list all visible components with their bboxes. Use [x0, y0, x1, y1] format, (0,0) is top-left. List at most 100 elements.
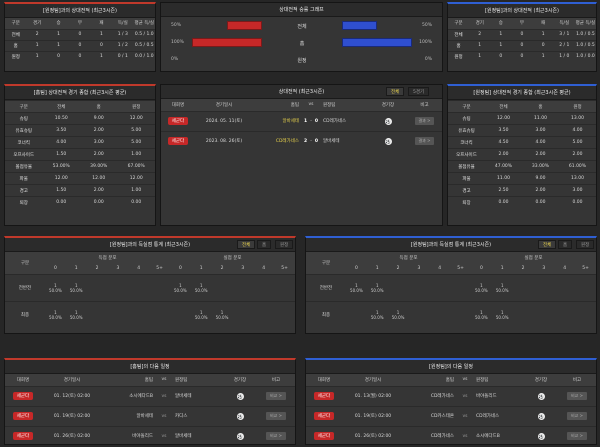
- table-cell: 0.00: [117, 196, 155, 209]
- schedule-title-right: [원정팀]의 다음 일정: [306, 360, 596, 374]
- schedule-panel-right: [원정팀]의 다음 일정 대회명 경기일시 홈팀 vs 원정팀 경기장 비고 세…: [305, 358, 597, 445]
- bucket-header: 2: [512, 263, 534, 274]
- scored-cell: [149, 300, 170, 328]
- h2h-panel: 상대전적 (최근3시즌) 전체 5경기 대회명 경기일시 홈팀 vs 원정팀 경…: [160, 84, 443, 226]
- table-row: 유효슈팅 3.50 3.00 4.00: [448, 124, 596, 137]
- away-team[interactable]: 바야돌리드: [476, 385, 526, 406]
- col-header: 경기장: [225, 374, 255, 386]
- home-team[interactable]: CD레가네스: [404, 385, 454, 406]
- home-team[interactable]: 알바세테: [103, 405, 153, 426]
- count-value: 1: [500, 309, 504, 315]
- table-cell: 0.00: [559, 196, 596, 209]
- soccer-ball-icon: ⚽: [537, 392, 545, 400]
- away-team[interactable]: 알바세테: [175, 385, 225, 406]
- table-row: 코너킥 4.00 3.00 5.00: [5, 136, 155, 149]
- col-header: 경기장: [371, 99, 405, 111]
- h2h-title: 상대전적 (최근3시즌): [161, 85, 442, 99]
- scored-cell: [408, 273, 430, 301]
- home-score: 1: [304, 118, 308, 124]
- count-value: 1: [500, 282, 504, 288]
- table-row: 경고 1.50 2.00 1.00: [5, 184, 155, 197]
- soccer-ball-icon: ⚽: [384, 117, 392, 125]
- bucket-header: 0: [45, 263, 66, 274]
- table-cell: 0 / 1: [112, 50, 134, 62]
- bucket-header: 5+: [575, 263, 596, 274]
- table-cell: 5.00: [559, 136, 596, 149]
- col-header: 비고: [255, 374, 295, 386]
- tab-all[interactable]: 전체: [386, 87, 405, 96]
- bucket-header: 5+: [149, 263, 170, 274]
- compare-button[interactable]: 비교 >: [266, 392, 286, 400]
- compare-button[interactable]: 비교 >: [567, 412, 587, 420]
- goals-right-tab-home[interactable]: 홈: [558, 240, 573, 249]
- match-date: 01. 13(월) 02:00: [342, 385, 404, 406]
- compare-cell: 비교 >: [556, 425, 596, 444]
- col-header: 대회명: [5, 374, 41, 386]
- match-date: 01. 12(토) 02:00: [41, 385, 103, 406]
- col-header: 비고: [405, 99, 442, 111]
- bucket-header: 2: [86, 263, 108, 274]
- pct-value: 50.0%: [370, 287, 384, 293]
- table-cell: 9.00: [522, 172, 559, 185]
- conceded-cell: 1 50.0%: [491, 273, 513, 301]
- home-team[interactable]: CD레가네스: [253, 130, 299, 151]
- record-panel-right: [원정팀]과의 상대전적 (최근3시즌) 구분 경기 승 무 패 득/실 평균 …: [447, 2, 597, 72]
- home-team[interactable]: 바야돌리드: [103, 425, 153, 444]
- match-date: 2023. 08. 26(토): [195, 130, 253, 151]
- goals-left-tab-all[interactable]: 전체: [237, 240, 256, 249]
- cell-values: 1 50.0%: [66, 283, 87, 293]
- table-cell: 12.00: [42, 172, 80, 185]
- table-row: 전체 2 1 0 1 1 / 3 0.5 / 1.0: [5, 28, 155, 40]
- goals-right-tab-away[interactable]: 원정: [576, 240, 595, 249]
- compare-button[interactable]: 비교 >: [266, 412, 286, 420]
- away-team[interactable]: CD레가네스: [476, 405, 526, 426]
- table-cell: 0.5 / 0.5: [133, 39, 155, 51]
- pct-value: 50.0%: [49, 314, 62, 320]
- goals-left-tab-home[interactable]: 홈: [257, 240, 272, 249]
- home-team[interactable]: 소시에다드B: [103, 385, 153, 406]
- scored-cell: [128, 273, 150, 301]
- col-header: 무: [511, 18, 533, 29]
- conceded-cell: [274, 273, 295, 301]
- goals-right-tab-all[interactable]: 전체: [538, 240, 557, 249]
- home-team[interactable]: CD레가네스: [404, 425, 454, 444]
- scored-cell: 1 50.0%: [45, 300, 66, 328]
- away-score: 0: [314, 138, 318, 144]
- away-team[interactable]: 알바세테: [175, 425, 225, 444]
- count-value: 1: [74, 282, 78, 288]
- table-row: 원정 1 0 0 1 1 / 0 1.0 / 0.0: [448, 50, 596, 62]
- away-team[interactable]: 카디스: [175, 405, 225, 426]
- table-cell: 0.00: [42, 196, 80, 209]
- bucket-header: 3: [408, 263, 430, 274]
- table-cell: 0: [69, 28, 91, 40]
- table-row: 세군다 01. 26(토) 02:00 CD레가네스 vs 소시에다드B ⚽ 비교 >: [306, 425, 596, 444]
- row-label: 전체: [448, 28, 470, 40]
- away-team[interactable]: CD레가네스: [323, 110, 371, 131]
- away-team[interactable]: 알바세테: [323, 130, 371, 151]
- table-row: 전체 2 1 0 1 3 / 1 1.0 / 0.5: [448, 28, 596, 40]
- table-cell: 1: [26, 50, 48, 62]
- col-header: 대회명: [161, 99, 195, 111]
- goals-left-tab-away[interactable]: 원정: [275, 240, 294, 249]
- count-value: 1: [480, 309, 483, 315]
- home-team[interactable]: CD카스테욘: [404, 405, 454, 426]
- conceded-cell: [169, 300, 191, 328]
- result-button[interactable]: 결과 >: [414, 117, 435, 125]
- col-header: 원정팀: [476, 374, 526, 386]
- tab-5-games[interactable]: 5경기: [408, 87, 430, 96]
- cell-values: 1 50.0%: [66, 310, 87, 320]
- record-table-left: 구분 경기 승 무 패 득/실 평균 득/실 전체 2 1 0 1 1 / 3 0.5 / …: [5, 18, 155, 62]
- league-cell: 세군다: [161, 130, 195, 151]
- score-cell: 1-0: [299, 110, 323, 131]
- avg-table-right: 구분 전체 홈 원정 슈팅 12.00 11.00 13.00 유효슈팅 3.50 3.00…: [448, 100, 596, 209]
- result-button[interactable]: 결과 >: [414, 137, 435, 146]
- compare-button[interactable]: 비교 >: [567, 432, 587, 441]
- col-header: 구분: [5, 100, 43, 113]
- compare-button[interactable]: 비교 >: [266, 432, 286, 441]
- col-header: 경기일시: [41, 374, 103, 386]
- home-team[interactable]: 알바세테: [253, 110, 299, 131]
- col-header: 전체: [42, 100, 80, 113]
- compare-button[interactable]: 비교 >: [567, 392, 587, 400]
- bucket-header: 5+: [450, 263, 471, 274]
- away-team[interactable]: 소시에다드B: [476, 425, 526, 444]
